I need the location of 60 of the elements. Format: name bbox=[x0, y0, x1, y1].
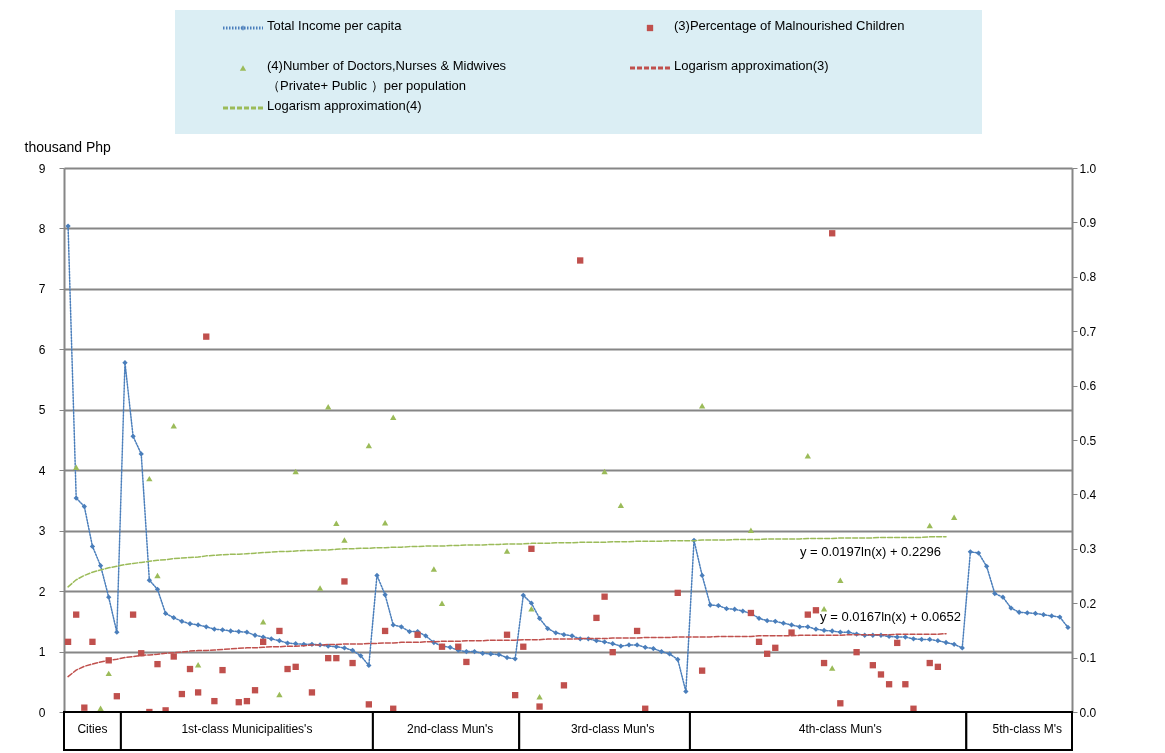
y-tick-label: 6 bbox=[38, 342, 46, 357]
point bbox=[170, 423, 177, 429]
y2-tick-label: 0.4 bbox=[1079, 487, 1097, 502]
point bbox=[926, 522, 933, 529]
y-tick-label: 3 bbox=[38, 524, 46, 539]
y-tick-label: 0 bbox=[38, 705, 46, 720]
y-tick-label: 4 bbox=[38, 463, 46, 478]
point bbox=[154, 572, 161, 579]
y2-tick-label: 0.3 bbox=[1079, 542, 1097, 557]
y2-tick-label: 0.2 bbox=[1079, 596, 1097, 611]
point bbox=[430, 566, 438, 572]
line-series bbox=[67, 536, 947, 588]
x-tick-label: Cities bbox=[77, 722, 108, 736]
point bbox=[341, 537, 348, 543]
point bbox=[438, 600, 446, 606]
y2-tick-label: 0.9 bbox=[1079, 215, 1097, 230]
point bbox=[837, 577, 844, 584]
x-tick-label: 4th-class Mun's bbox=[798, 722, 882, 736]
point bbox=[536, 694, 543, 700]
y2-tick-label: 0.0 bbox=[1079, 705, 1097, 720]
y-tick-label: 2 bbox=[38, 584, 46, 599]
y-tick-label: 5 bbox=[38, 403, 46, 418]
point bbox=[503, 548, 511, 554]
y2-tick-label: 0.1 bbox=[1079, 651, 1097, 666]
legend-label: (3)Percentage of Malnourished Children bbox=[674, 18, 905, 33]
y2-tick-label: 0.7 bbox=[1079, 324, 1097, 339]
y-tick-label: 8 bbox=[38, 221, 46, 236]
x-tick-label: 2nd-class Mun's bbox=[406, 722, 494, 736]
point bbox=[316, 585, 324, 591]
y-tick-label: 1 bbox=[38, 645, 46, 660]
point bbox=[747, 527, 755, 534]
legend-label: Logarism approximation(4) bbox=[267, 98, 422, 113]
point bbox=[829, 665, 836, 671]
y2-tick-label: 0.8 bbox=[1079, 270, 1097, 285]
point bbox=[617, 502, 624, 509]
y2-tick-label: 0.6 bbox=[1079, 379, 1097, 394]
y-tick-label: 9 bbox=[38, 161, 46, 176]
y2-tick-label: 0.5 bbox=[1079, 433, 1097, 448]
y-axis-title: thousand Php bbox=[24, 138, 112, 155]
point bbox=[390, 414, 397, 420]
point bbox=[333, 520, 340, 526]
point bbox=[601, 468, 608, 475]
legend-label: Total Income per capita bbox=[267, 18, 403, 33]
x-tick-label: 3rd-class Mun's bbox=[570, 722, 655, 736]
point bbox=[105, 670, 112, 677]
x-tick-label: 1st-class Municipalities's bbox=[181, 722, 313, 736]
x-tick-label: 5th-class M's bbox=[992, 722, 1063, 736]
point bbox=[804, 453, 811, 459]
point bbox=[97, 705, 104, 711]
point bbox=[73, 464, 80, 470]
point bbox=[276, 691, 283, 698]
legend-label: (4)Number of Doctors,Nurses & Midwives （Private+ Public ）per population bbox=[267, 58, 507, 93]
point bbox=[365, 442, 372, 449]
y-tick-label: 7 bbox=[38, 282, 46, 297]
point bbox=[325, 404, 332, 410]
legend-label: Logarism approximation(3) bbox=[674, 58, 829, 73]
point bbox=[950, 514, 958, 520]
annotation: y = 0.0167ln(x) + 0.0652 bbox=[820, 608, 962, 624]
y2-tick-label: 1.0 bbox=[1079, 161, 1097, 176]
annotation: y = 0.0197ln(x) + 0.2296 bbox=[799, 543, 941, 559]
